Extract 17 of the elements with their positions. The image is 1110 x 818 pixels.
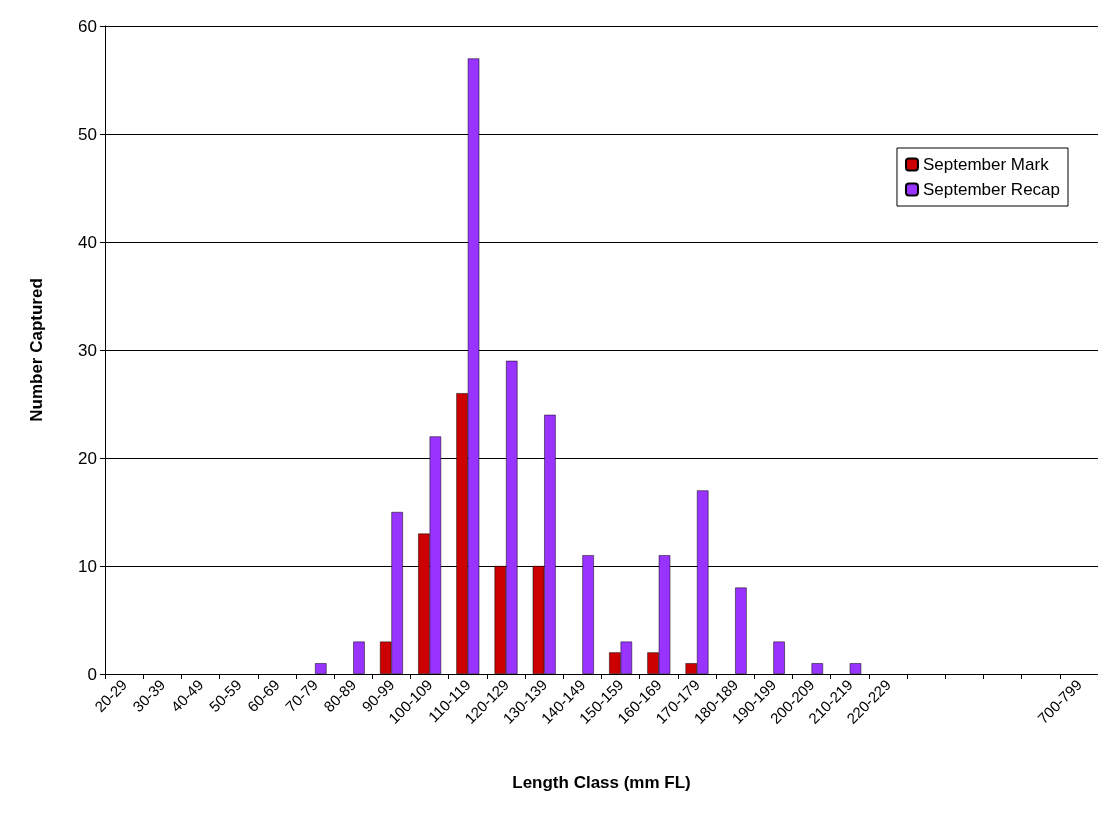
legend-label: September Recap xyxy=(922,180,1061,199)
y-tick-label: 0 xyxy=(87,664,97,684)
bar xyxy=(353,641,365,674)
legend-label: September Mark xyxy=(922,155,1050,174)
bar xyxy=(811,663,824,674)
bar xyxy=(315,663,327,674)
bar xyxy=(735,587,747,674)
x-axis-title: Length Class (mm FL) xyxy=(512,773,691,792)
y-axis-title: Number Captured xyxy=(27,278,46,422)
y-tick-label: 20 xyxy=(78,448,97,468)
y-tick-label: 40 xyxy=(78,232,97,252)
bar xyxy=(849,663,862,674)
y-tick-label: 50 xyxy=(78,124,97,144)
y-tick-label: 60 xyxy=(78,16,97,36)
bar xyxy=(773,641,785,674)
y-tick-label: 30 xyxy=(78,340,97,360)
y-tick-label: 10 xyxy=(78,556,97,576)
